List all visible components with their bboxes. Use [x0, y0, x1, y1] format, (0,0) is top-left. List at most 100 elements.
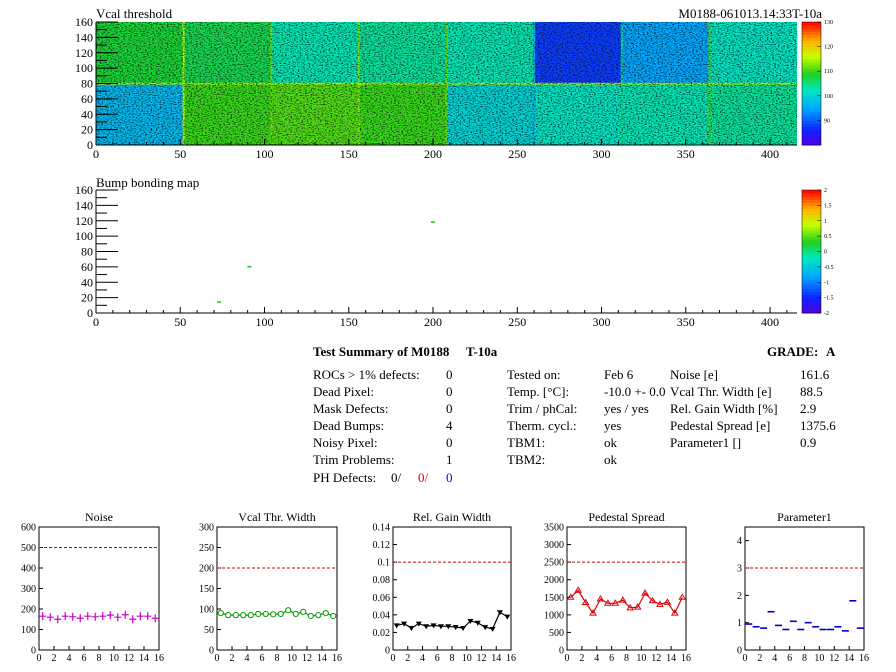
y-tick-label: 1 [737, 618, 742, 629]
result-value: 0.9 [800, 435, 817, 450]
color-scale-step [802, 92, 821, 97]
color-scale-step [802, 46, 821, 51]
color-scale-step [802, 77, 821, 81]
color-scale-step [802, 257, 821, 262]
x-tick-label: 2 [579, 653, 584, 664]
y-tick-label: 3000 [544, 540, 564, 551]
x-tick-label: 150 [340, 315, 358, 329]
data-point [84, 612, 92, 621]
x-tick-label: 12 [651, 653, 661, 664]
y-tick-label: 300 [199, 523, 214, 534]
x-tick-label: 0 [93, 315, 99, 329]
x-tick-label: 100 [256, 315, 274, 329]
x-tick-label: 6 [787, 653, 792, 664]
color-scale-step [802, 95, 821, 100]
vcal-threshold-color-scale: 90 100 110 120 130 [801, 20, 833, 146]
y-tick-label: 400 [21, 564, 36, 575]
y-tick-label: 0.12 [373, 540, 391, 551]
defect-label: ROCs > 1% defects: [313, 367, 420, 382]
y-tick-label: 120 [75, 214, 93, 228]
condition-label: TBM2: [507, 452, 546, 467]
defect-value: 1 [446, 452, 453, 467]
color-scale-step [802, 223, 821, 228]
x-tick-label: 0 [391, 653, 396, 664]
condition-value: yes / yes [604, 401, 649, 416]
data-point [270, 611, 277, 618]
data-point [496, 610, 503, 616]
color-scale-step [802, 34, 821, 38]
y-tick-label: 0 [31, 646, 36, 657]
dead-bump-point [247, 265, 252, 268]
x-tick-label: 10 [636, 653, 646, 664]
y-tick-label: 0.02 [373, 628, 391, 639]
color-scale-step [802, 123, 821, 128]
x-tick-label: 400 [761, 315, 779, 329]
color-scale-label: 120 [824, 45, 833, 51]
color-scale-step [802, 297, 821, 302]
data-point [670, 609, 679, 616]
x-tick-label: 12 [829, 653, 839, 664]
data-point [474, 620, 481, 626]
data-point [656, 600, 664, 607]
ph-defects-label: PH Defects: [313, 470, 377, 485]
data-point [504, 614, 511, 620]
color-scale-label: 110 [824, 69, 833, 75]
color-scale-step [802, 208, 821, 213]
vcal-threshold-map: Vcal threshold M0188-061013.14:33T-10a 0… [75, 6, 833, 161]
bump-bonding-axes: 0 50 100 150 200 250 300 350 4000204060801001201… [75, 183, 797, 329]
color-scale-step [802, 25, 821, 29]
data-point [240, 612, 247, 619]
color-scale-step [802, 190, 821, 194]
color-scale-step [802, 52, 821, 57]
grade-value: A [826, 344, 836, 359]
defect-value: 0 [446, 435, 453, 450]
data-point [255, 610, 262, 618]
condition-value: yes [604, 418, 622, 433]
color-scale-label: 1.5 [824, 203, 832, 209]
y-tick-label: 600 [21, 523, 36, 534]
data-point [61, 612, 69, 621]
x-tick-label: 8 [624, 653, 629, 664]
summary-test: T-10a [466, 344, 498, 359]
x-tick-label: 4 [772, 653, 777, 664]
data-point [144, 612, 152, 621]
x-tick-label: 250 [508, 147, 526, 161]
color-scale-label: 0 [824, 250, 827, 256]
condition-label: TBM1: [507, 435, 546, 450]
x-tick-label: 6 [82, 653, 87, 664]
color-scale-label: 2 [824, 188, 827, 194]
defect-value: 4 [446, 418, 453, 433]
x-tick-label: 4 [420, 653, 425, 664]
y-tick-label: 100 [21, 625, 36, 636]
color-scale-step [802, 226, 821, 231]
y-tick-label: 50 [204, 625, 214, 636]
y-tick-label: 250 [199, 543, 214, 554]
color-scale-step [802, 233, 821, 237]
x-tick-label: 12 [302, 653, 312, 664]
plot-title: Pedestal Spread [588, 510, 664, 524]
color-scale-step [802, 251, 821, 256]
data-point [663, 598, 672, 605]
data-point [581, 598, 590, 606]
y-tick-label: 60 [81, 92, 93, 106]
data-point [626, 603, 635, 611]
color-scale-step [802, 71, 821, 75]
x-tick-label: 2 [52, 653, 57, 664]
grade-label: GRADE: [767, 344, 819, 359]
y-tick-label: 3500 [544, 523, 564, 534]
data-point [39, 612, 47, 621]
color-scale-label: -1.5 [824, 296, 834, 302]
color-scale-label: -1 [824, 280, 829, 286]
x-tick-label: 4 [594, 653, 599, 664]
y-tick-label: 60 [81, 260, 93, 274]
x-tick-label: 6 [435, 653, 440, 664]
color-scale-step [802, 260, 821, 265]
result-value: 161.6 [800, 367, 830, 382]
color-scale-step [802, 132, 821, 137]
defect-value: 0 [446, 401, 453, 416]
x-tick-label: 0 [93, 147, 99, 161]
x-tick-label: 14 [844, 653, 854, 664]
